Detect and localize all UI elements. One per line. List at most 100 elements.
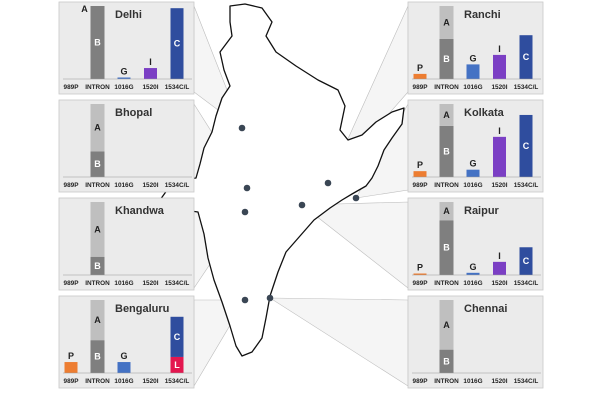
bar-c-bengaluru <box>170 316 184 357</box>
label-c-delhi: C <box>174 39 181 49</box>
city-title-bengaluru: Bengaluru <box>115 303 169 315</box>
bar-c-kolkata <box>519 114 533 177</box>
bar-i-delhi <box>144 68 157 79</box>
tick-label-1534c-l-bhopal: 1534C/L <box>165 182 190 189</box>
tick-label-1016g-khandwa: 1016G <box>114 280 133 287</box>
label-intron-a-kolkata: A <box>443 110 450 120</box>
tick-label-1520i-kolkata: 1520I <box>492 182 508 189</box>
label-i-raipur: I <box>498 251 501 261</box>
bar-c-raipur <box>519 247 533 275</box>
label-g-kolkata: G <box>469 159 476 169</box>
tick-label-intron-kolkata: INTRON <box>434 182 459 189</box>
bar-i-ranchi <box>493 54 506 79</box>
bar-g-delhi <box>117 77 131 79</box>
label-intron-b-bengaluru: B <box>94 352 101 362</box>
bar-intron-b-bhopal <box>90 151 105 177</box>
city-dot-raipur[interactable] <box>298 201 306 209</box>
panel-background-chennai <box>407 295 544 389</box>
label-p-bengaluru: P <box>68 351 74 361</box>
city-title-raipur: Raipur <box>464 205 500 217</box>
label-i-delhi: I <box>149 57 152 67</box>
panel-raipur: B A P G I C Raipur 989P INTRON 1016G 1520I 1534C/L <box>407 197 544 291</box>
bar-intron-a-bengaluru <box>90 300 105 341</box>
tick-label-989p-bengaluru: 989P <box>64 378 80 385</box>
tick-label-intron-khandwa: INTRON <box>85 280 110 287</box>
city-dot-delhi[interactable] <box>238 124 246 132</box>
tick-label-1016g-kolkata: 1016G <box>463 182 482 189</box>
label-intron-a-chennai: A <box>443 320 450 330</box>
tick-label-1520i-bengaluru: 1520I <box>143 378 159 385</box>
bar-i-kolkata <box>493 136 506 177</box>
bar-c-ranchi <box>519 35 533 79</box>
label-intron-b-ranchi: B <box>443 54 450 64</box>
city-dot-kolkata[interactable] <box>352 194 360 202</box>
label-intron-a-bhopal: A <box>94 123 101 133</box>
tick-label-1016g-bhopal: 1016G <box>114 182 133 189</box>
bar-intron-a-khandwa <box>90 202 105 257</box>
tick-label-intron-chennai: INTRON <box>434 378 459 385</box>
label-g-delhi: G <box>120 67 127 77</box>
city-dot-bhopal[interactable] <box>243 184 251 192</box>
tick-label-1534c-l-bengaluru: 1534C/L <box>165 378 190 385</box>
label-intron-a-raipur: A <box>443 206 450 216</box>
tick-label-1016g-delhi: 1016G <box>114 84 133 91</box>
tick-label-intron-ranchi: INTRON <box>434 84 459 91</box>
label-i-ranchi: I <box>498 44 501 54</box>
tick-label-1520i-chennai: 1520I <box>492 378 508 385</box>
tick-label-989p-ranchi: 989P <box>413 84 429 91</box>
bar-intron-b-chennai <box>439 349 454 373</box>
panel-bhopal: B A Bhopal 989P INTRON 1016G 1520I 1534C/L <box>58 99 195 193</box>
tick-label-1016g-bengaluru: 1016G <box>114 378 133 385</box>
bar-intron-b-ranchi <box>439 38 454 79</box>
tick-label-1520i-raipur: 1520I <box>492 280 508 287</box>
bar-intron-b-delhi <box>90 6 105 79</box>
city-title-kolkata: Kolkata <box>464 107 505 119</box>
tick-label-intron-raipur: INTRON <box>434 280 459 287</box>
panel-delhi: B A G I C Delhi 989P INTRON 1016G 1520I 1534C/L <box>58 1 195 95</box>
label-p-kolkata: P <box>417 160 423 170</box>
tick-label-1016g-ranchi: 1016G <box>463 84 482 91</box>
label-intron-a-delhi: A <box>81 4 88 14</box>
panel-background-bhopal <box>58 99 195 193</box>
panel-kolkata: B A P G I C Kolkata 989P INTRON 1016G 1520I 1534C/L <box>407 99 544 193</box>
city-title-chennai: Chennai <box>464 303 507 315</box>
bar-intron-a-raipur <box>439 202 454 221</box>
label-i-kolkata: I <box>498 126 501 136</box>
label-intron-a-ranchi: A <box>443 17 450 27</box>
tick-label-989p-raipur: 989P <box>413 280 429 287</box>
label-p-ranchi: P <box>417 63 423 73</box>
city-dot-khandwa[interactable] <box>241 208 249 216</box>
label-g-bengaluru: G <box>120 351 127 361</box>
tick-label-1016g-raipur: 1016G <box>463 280 482 287</box>
bar-intron-b-khandwa <box>90 256 105 275</box>
city-dot-layer <box>238 124 360 304</box>
connector-chennai <box>268 297 409 387</box>
bar-g-raipur <box>466 272 480 275</box>
city-dot-bengaluru[interactable] <box>241 296 249 304</box>
tick-label-intron-bengaluru: INTRON <box>85 378 110 385</box>
label-intron-b-bhopal: B <box>94 159 101 169</box>
bar-g-bengaluru <box>117 362 131 373</box>
tick-label-989p-delhi: 989P <box>64 84 80 91</box>
tick-label-1534c-l-chennai: 1534C/L <box>514 378 539 385</box>
tick-label-989p-chennai: 989P <box>413 378 429 385</box>
tick-label-1520i-ranchi: 1520I <box>492 84 508 91</box>
bar-g-ranchi <box>466 64 480 79</box>
tick-label-989p-kolkata: 989P <box>413 182 429 189</box>
tick-label-intron-bhopal: INTRON <box>85 182 110 189</box>
city-dot-chennai[interactable] <box>266 294 274 302</box>
label-p-raipur: P <box>417 263 423 273</box>
tick-label-989p-khandwa: 989P <box>64 280 80 287</box>
label-intron-b-raipur: B <box>443 243 450 253</box>
panel-ranchi: B A P G I C Ranchi 989P INTRON 1016G 1520I 1534C/L <box>407 1 544 95</box>
label-intron-a-bengaluru: A <box>94 315 101 325</box>
label-intron-b-kolkata: B <box>443 146 450 156</box>
bar-p-kolkata <box>413 171 427 177</box>
label-g-raipur: G <box>469 262 476 272</box>
tick-label-1534c-l-delhi: 1534C/L <box>165 84 190 91</box>
bar-c-delhi <box>170 8 184 79</box>
label-intron-b-delhi: B <box>94 38 101 48</box>
city-dot-ranchi[interactable] <box>324 179 332 187</box>
